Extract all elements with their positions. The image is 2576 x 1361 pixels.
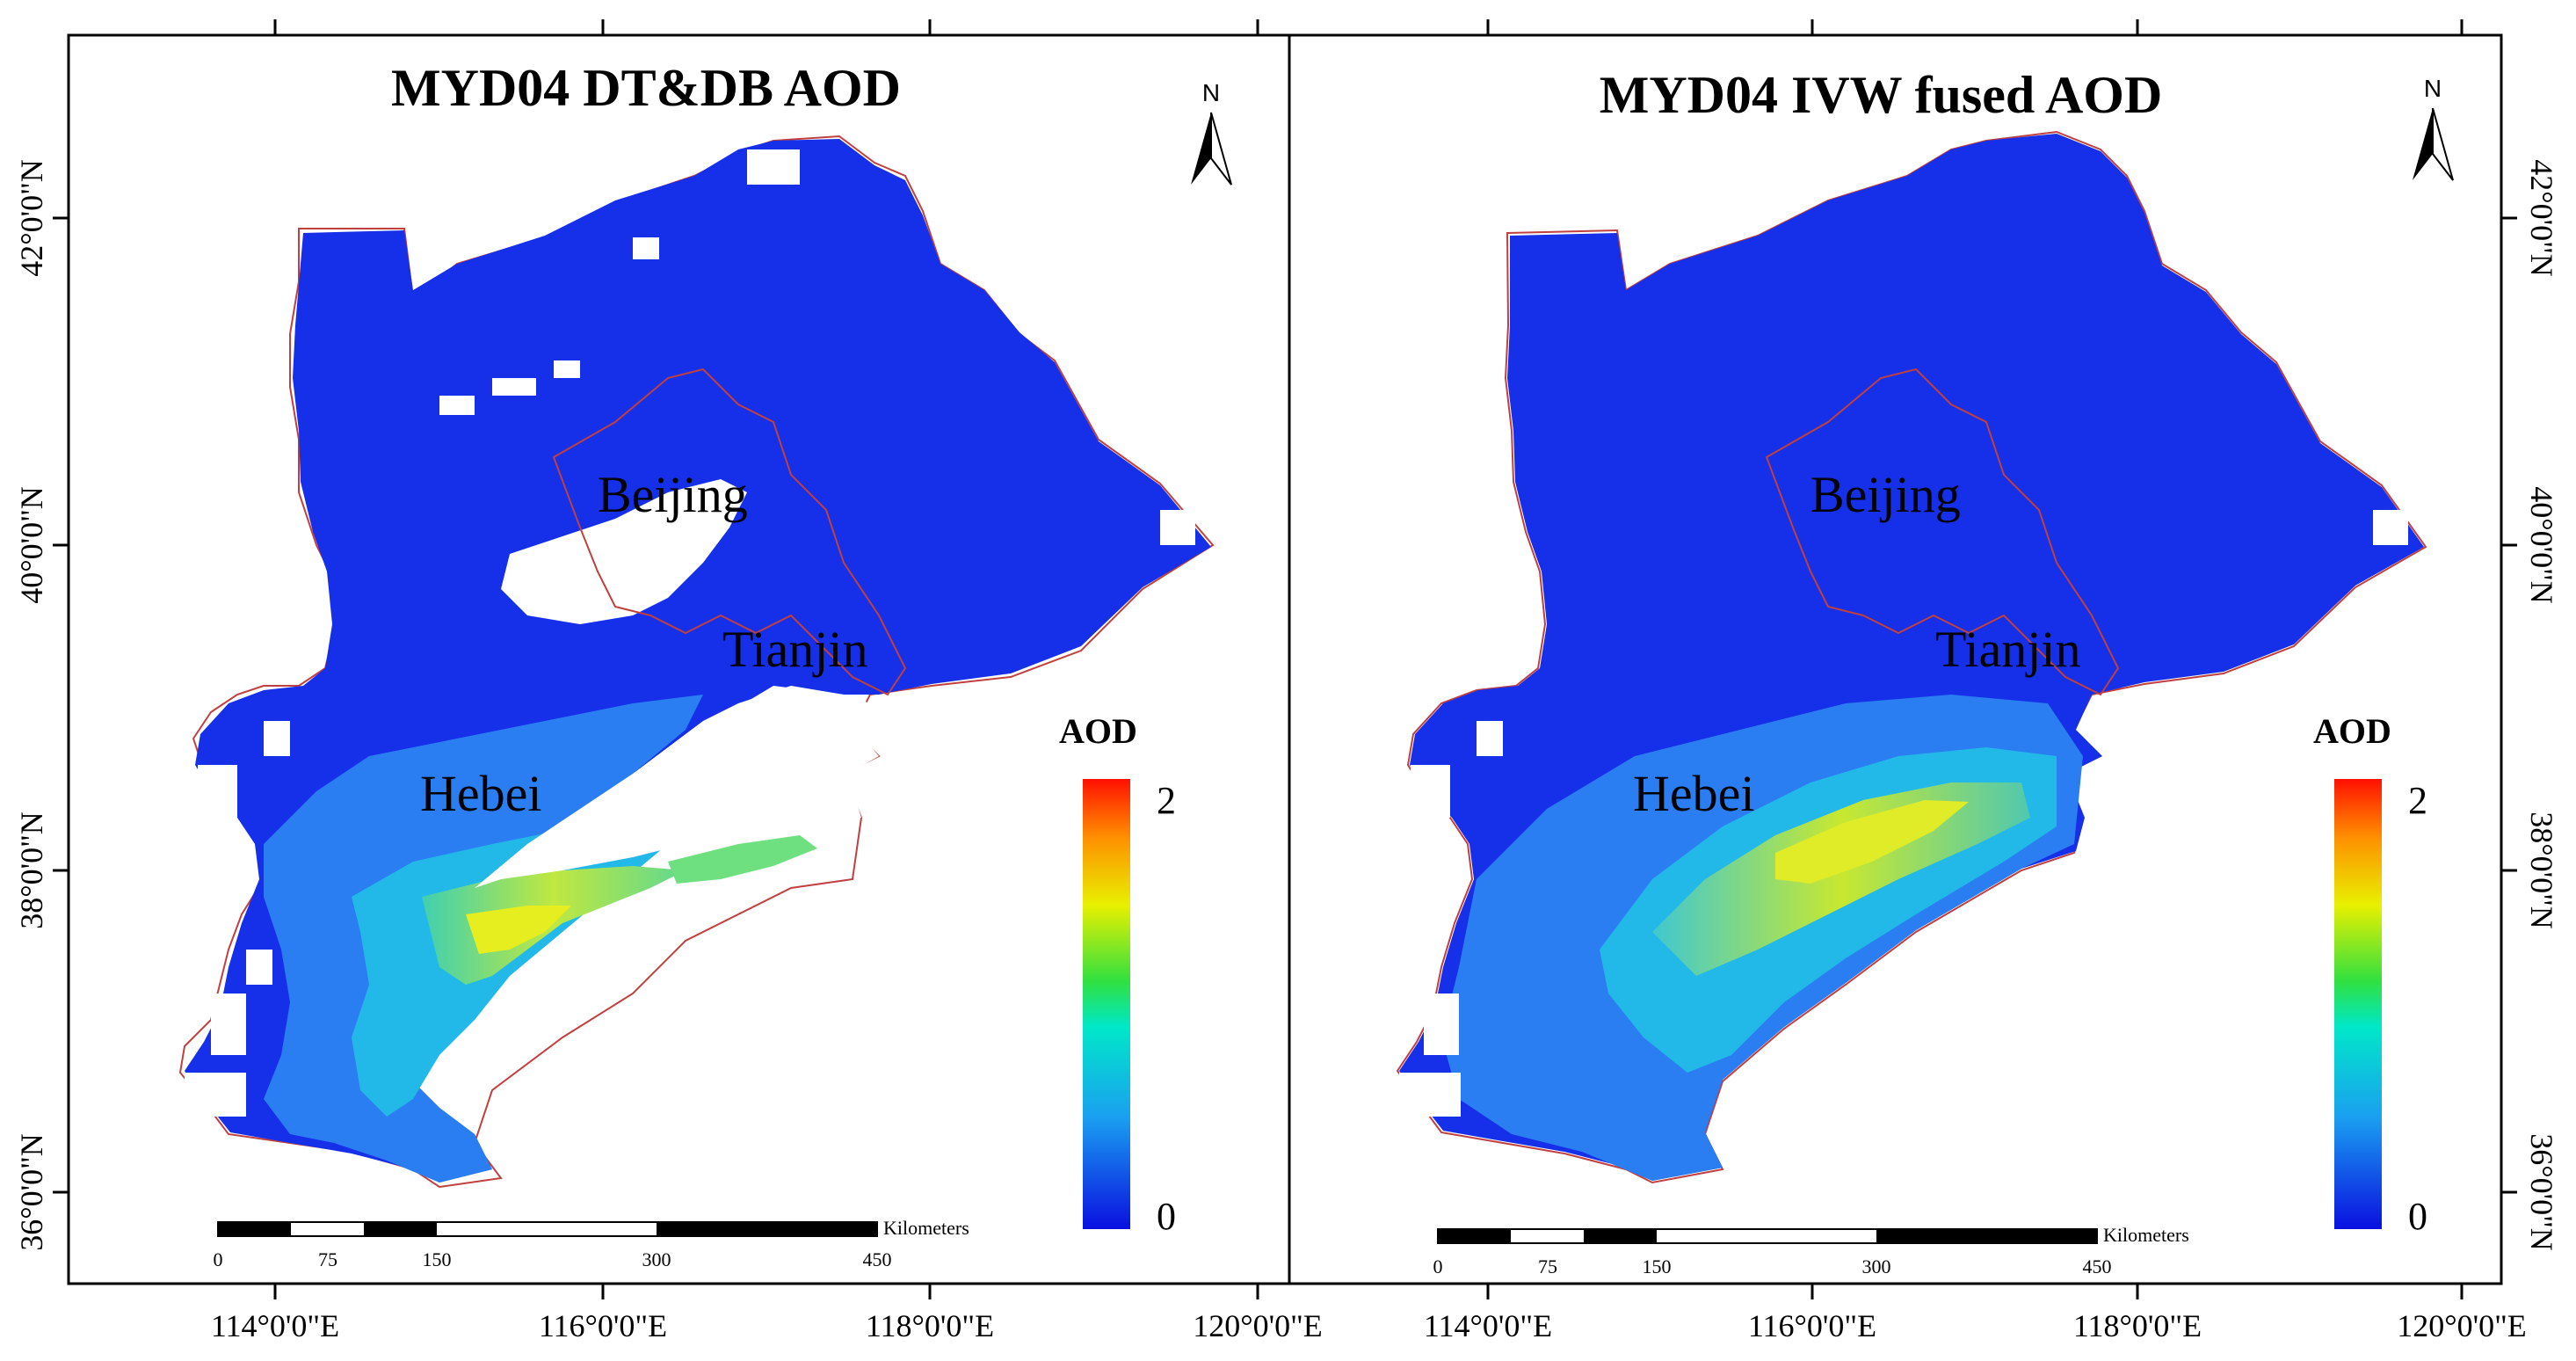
right-aod-legend: AOD 2 0 (2313, 711, 2427, 1238)
left-legend-min: 0 (1157, 1195, 1176, 1238)
left-label-beijing: Beijing (598, 466, 748, 523)
right-scale-bar: Kilometers 0 75 150 300 450 (1433, 1224, 2189, 1277)
lon-label-120-left: 120°0'0"E (1193, 1308, 1323, 1343)
right-label-beijing: Beijing (1810, 466, 1961, 523)
right-scale-tick-150: 150 (1643, 1255, 1672, 1277)
right-map-panel: MYD04 IVW fused AOD N Beijing Tianjin He… (1396, 66, 2454, 1277)
left-legend-title: AOD (1059, 711, 1137, 751)
lat-label-40-left: 40°0'0"N (14, 486, 49, 604)
left-aod-peak (466, 906, 571, 954)
left-missing-data-beijing (501, 479, 747, 624)
left-aod-legend: AOD 2 0 (1059, 711, 1176, 1238)
right-region-boundary (1396, 130, 2427, 1184)
left-scale-unit: Kilometers (883, 1217, 969, 1239)
left-label-tianjin: Tianjin (722, 621, 867, 678)
right-label-tianjin: Tianjin (1935, 621, 2080, 678)
left-gap-5 (633, 237, 659, 259)
lat-label-36-right: 36°0'0"N (2524, 1133, 2559, 1251)
left-north-label: N (1202, 79, 1220, 106)
lon-label-116-left: 116°0'0"E (539, 1308, 667, 1343)
right-gap-1 (1411, 765, 1450, 818)
left-gap-3 (554, 360, 580, 378)
lat-tick-marks (53, 216, 2517, 1194)
left-gap-7 (198, 765, 237, 818)
left-legend-colorbar (1083, 779, 1130, 1229)
lon-label-114-right: 114°0'0"E (1424, 1308, 1552, 1343)
left-beijing-tianjin-boundary (552, 368, 907, 696)
left-scale-tick-150: 150 (423, 1248, 452, 1270)
lat-label-42-right: 42°0'0"N (2524, 159, 2559, 277)
right-gap-5 (2373, 510, 2408, 545)
right-label-hebei: Hebei (1633, 765, 1755, 822)
right-legend-colorbar (2334, 779, 2382, 1229)
right-aod-hotspot (1652, 782, 2030, 976)
left-region-boundary (178, 135, 1215, 1189)
lat-label-38-left: 38°0'0"N (14, 812, 49, 929)
left-aod-hotspot (422, 866, 686, 985)
lon-label-120-right: 120°0'0"E (2397, 1308, 2527, 1343)
lat-label-40-right: 40°0'0"N (2524, 486, 2559, 604)
right-north-arrow: N (2413, 75, 2454, 181)
right-gap-4 (1399, 1073, 1461, 1117)
left-gap-4 (747, 149, 800, 185)
lon-label-118-left: 118°0'0"E (866, 1308, 994, 1343)
right-panel-title: MYD04 IVW fused AOD (1600, 66, 2163, 124)
right-legend-max: 2 (2408, 779, 2427, 822)
left-map-panel: MYD04 DT&DB AOD N Beijing Tianjin Hebei … (178, 59, 1232, 1270)
left-missing-data-southeast (475, 686, 879, 888)
right-scale-tick-300: 300 (1862, 1255, 1891, 1277)
right-north-label: N (2424, 75, 2442, 102)
right-scale-tick-450: 450 (2083, 1255, 2112, 1277)
lat-label-42-left: 42°0'0"N (14, 159, 49, 277)
left-scale-tick-75: 75 (318, 1248, 337, 1270)
left-gap-6 (1160, 510, 1195, 545)
right-legend-min: 0 (2408, 1195, 2427, 1238)
left-gap-10 (246, 950, 272, 985)
left-aod-eastern-band (668, 835, 817, 884)
lat-tick-labels-right: 42°0'0"N 40°0'0"N 38°0'0"N 36°0'0"N (2524, 159, 2559, 1251)
right-scale-tick-75: 75 (1538, 1255, 1557, 1277)
left-gap-2 (492, 378, 536, 396)
right-gap-3 (1424, 993, 1459, 1055)
lat-label-36-left: 36°0'0"N (14, 1133, 49, 1251)
left-label-hebei: Hebei (420, 765, 542, 822)
lon-label-118-right: 118°0'0"E (2073, 1308, 2202, 1343)
lon-tick-marks (273, 19, 2464, 1299)
lon-label-116-right: 116°0'0"E (1748, 1308, 1876, 1343)
left-north-arrow: N (1191, 79, 1232, 186)
left-panel-title: MYD04 DT&DB AOD (391, 59, 901, 117)
lon-tick-labels: 114°0'0"E 116°0'0"E 118°0'0"E 120°0'0"E … (211, 1308, 2527, 1343)
left-scale-tick-0: 0 (214, 1248, 223, 1270)
left-gap-1 (439, 396, 475, 415)
right-gap-2 (1477, 721, 1503, 756)
right-scale-tick-0: 0 (1433, 1255, 1443, 1277)
left-gap-8 (264, 721, 290, 756)
left-gap-11 (185, 1073, 246, 1117)
right-scale-unit: Kilometers (2103, 1224, 2189, 1246)
lat-label-38-right: 38°0'0"N (2524, 812, 2559, 929)
right-beijing-tianjin-boundary (1765, 368, 2120, 696)
left-gap-9 (211, 993, 246, 1055)
lon-label-114-left: 114°0'0"E (211, 1308, 339, 1343)
left-scale-bar: Kilometers 0 75 150 300 450 (214, 1217, 969, 1270)
left-legend-max: 2 (1157, 779, 1176, 822)
left-scale-tick-300: 300 (642, 1248, 671, 1270)
right-legend-title: AOD (2313, 711, 2391, 751)
figure-frame (67, 33, 2503, 1285)
left-scale-tick-450: 450 (863, 1248, 892, 1270)
lat-tick-labels-left: 42°0'0"N 40°0'0"N 38°0'0"N 36°0'0"N (14, 159, 49, 1251)
right-aod-peak (1775, 800, 1969, 884)
